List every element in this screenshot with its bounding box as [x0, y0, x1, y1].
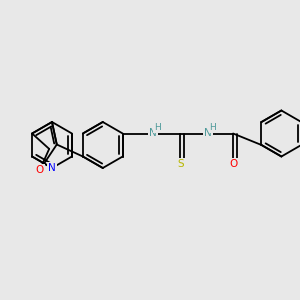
Text: N: N	[149, 128, 157, 139]
Text: O: O	[36, 165, 44, 175]
Text: N: N	[204, 128, 212, 139]
Text: S: S	[177, 159, 184, 169]
Text: H: H	[209, 123, 216, 132]
Text: N: N	[48, 163, 56, 173]
Text: H: H	[154, 123, 161, 132]
Text: O: O	[229, 159, 237, 169]
